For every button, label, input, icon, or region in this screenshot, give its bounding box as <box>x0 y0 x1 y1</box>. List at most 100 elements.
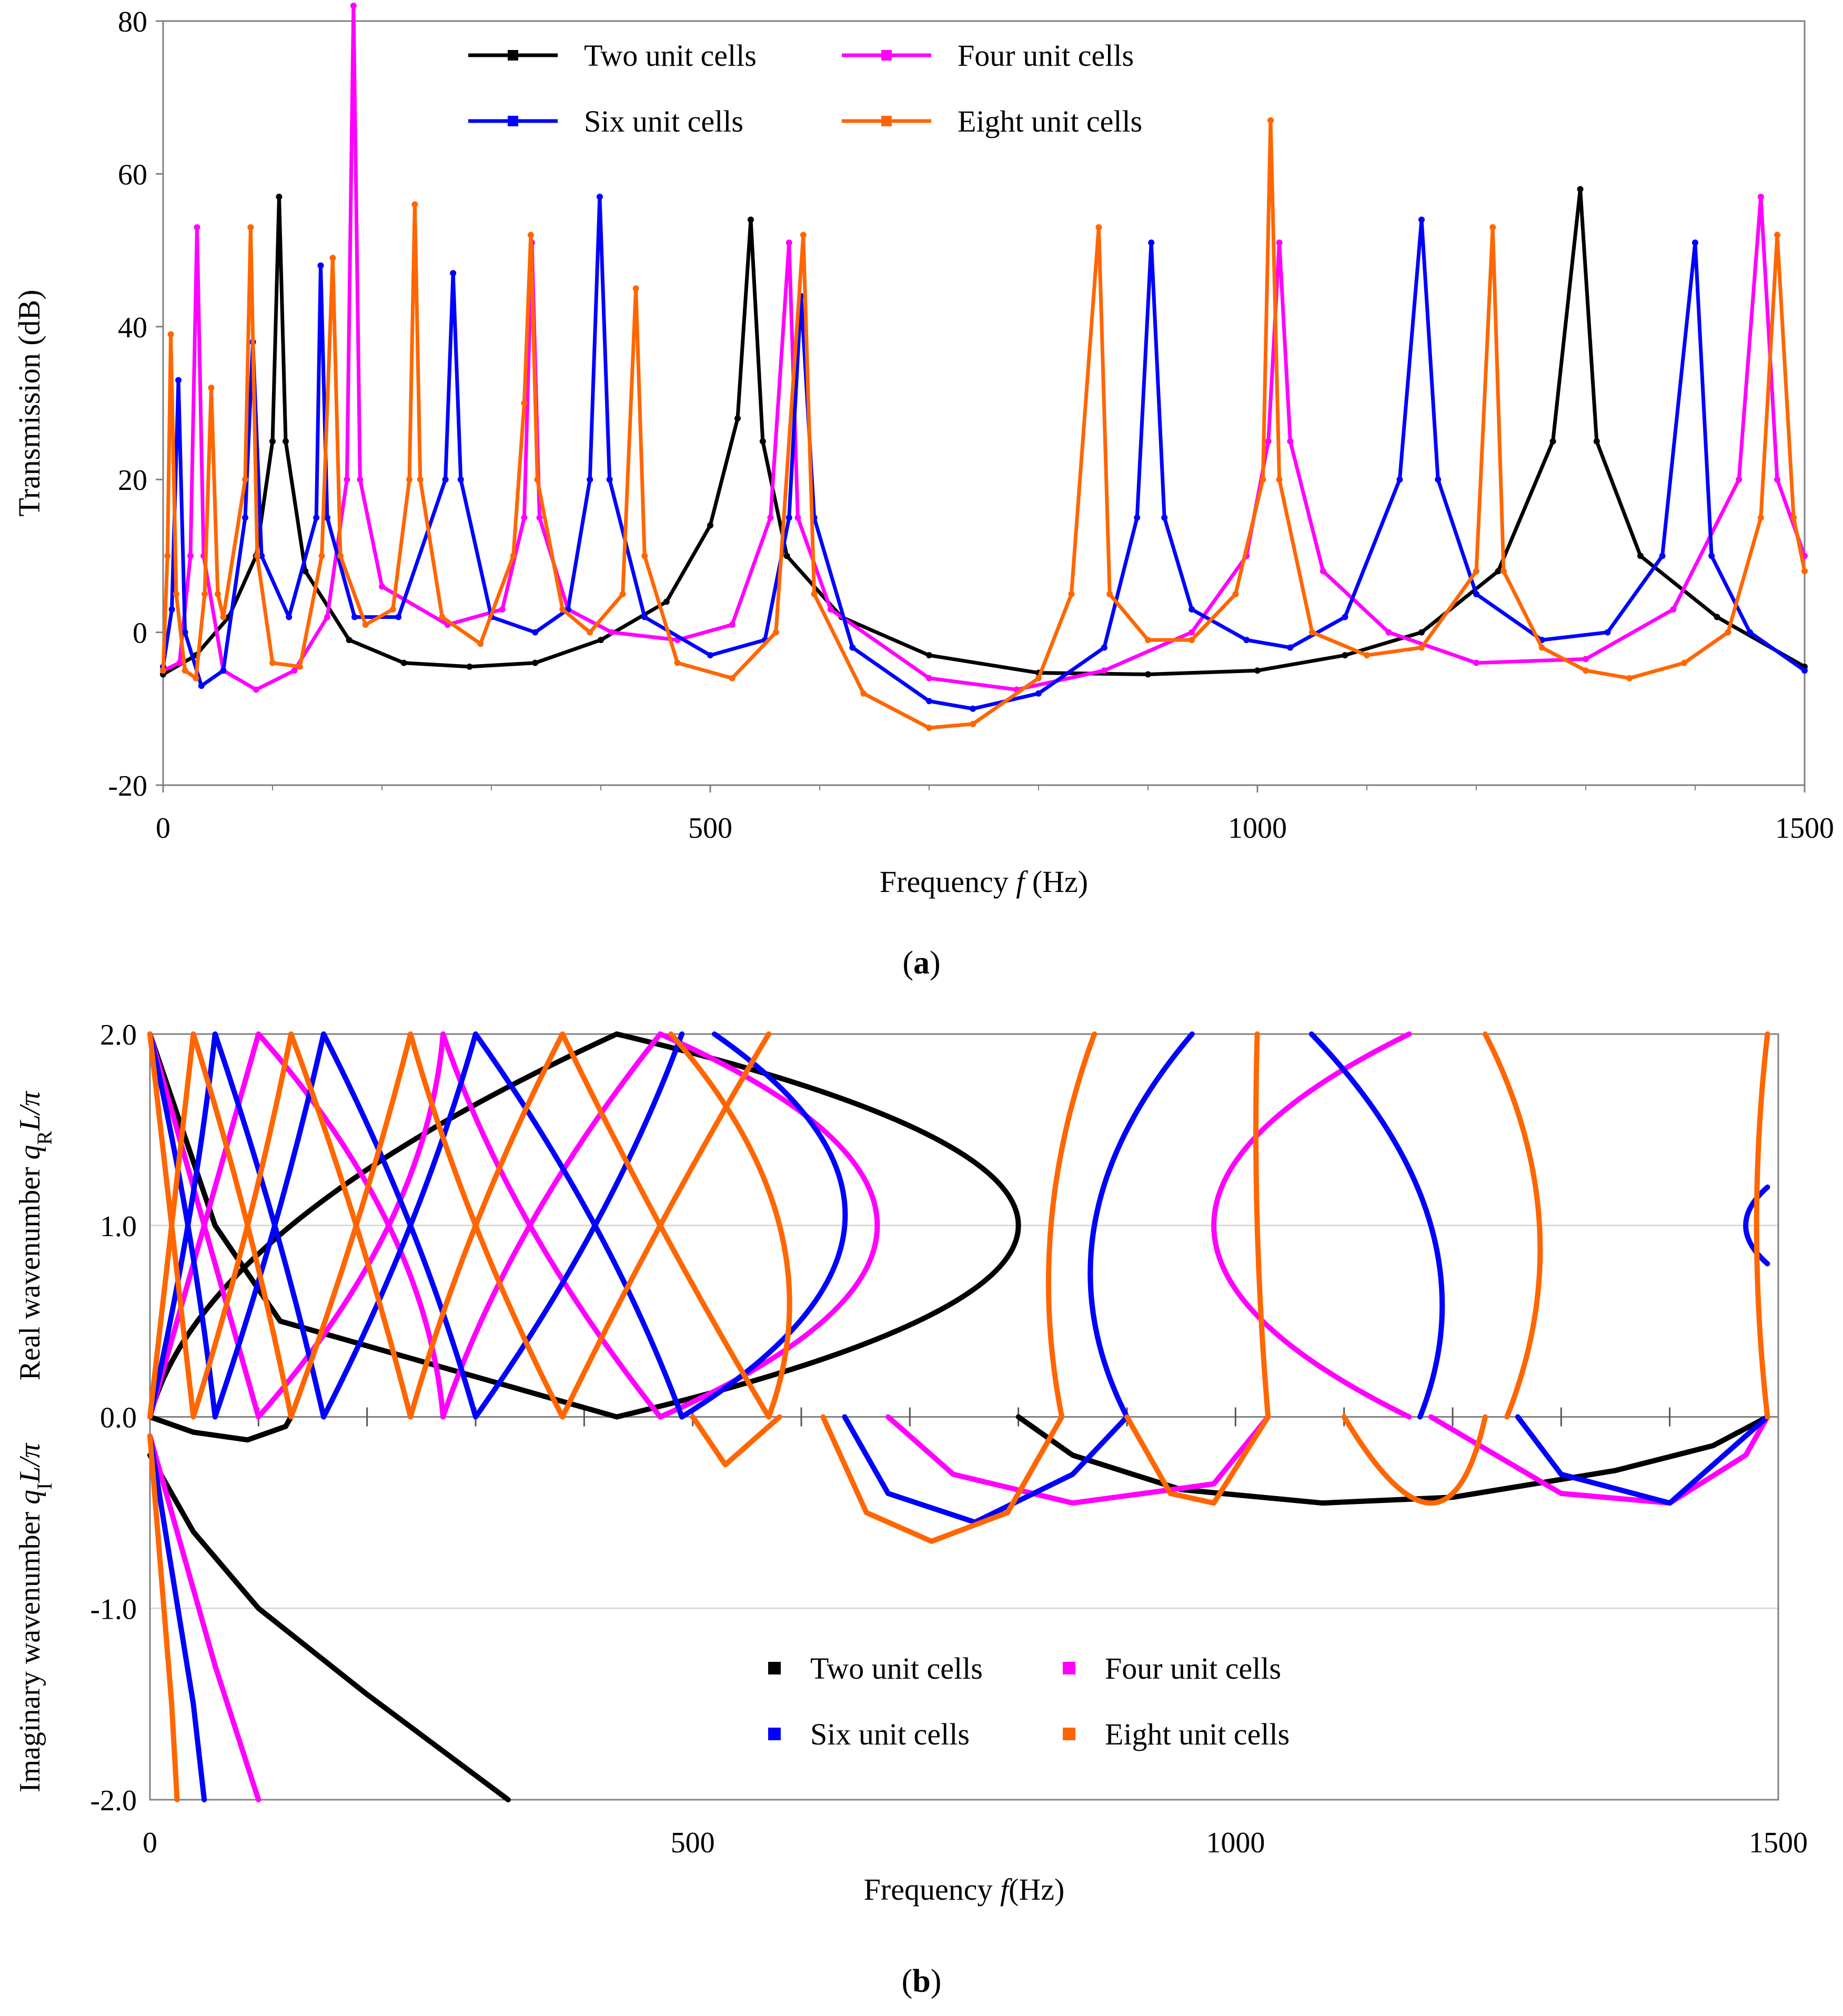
data-point-eight <box>1500 568 1507 575</box>
data-point-eight <box>269 659 276 666</box>
data-point-eight <box>559 606 566 613</box>
data-point-six <box>220 667 227 674</box>
dispersion-branch-four <box>1211 1031 1412 1420</box>
data-point-eight <box>1583 667 1589 674</box>
data-point-eight <box>1538 644 1545 651</box>
data-point-six <box>785 514 792 521</box>
y-tick-label: -20 <box>108 770 147 803</box>
data-point-eight <box>1035 675 1042 681</box>
data-point-six <box>926 698 932 705</box>
legend-label-six: Six unit cells <box>584 104 743 138</box>
dispersion-branch-four <box>147 1433 261 1802</box>
data-point-four <box>785 239 792 246</box>
dispersion-branch-four <box>885 1414 1271 1506</box>
legend-label-two: Two unit cells <box>810 1651 983 1686</box>
dispersion-branch-eight <box>560 1031 772 1420</box>
data-point-eight <box>510 553 517 559</box>
data-point-two <box>400 659 407 666</box>
data-point-eight <box>1068 591 1075 597</box>
legend-marker-two <box>508 50 518 61</box>
dispersion-branch-two <box>1015 1414 1770 1506</box>
dispersion-branch-six <box>473 1031 684 1420</box>
data-point-four <box>729 621 736 628</box>
dispersion-branch-four <box>256 1031 446 1420</box>
data-point-four <box>1670 606 1677 613</box>
data-point-two <box>346 637 353 644</box>
legend-label-eight: Eight unit cells <box>1105 1717 1290 1751</box>
y-axis-label-imag: Imaginary wavenumber qIL/π <box>14 1442 56 1792</box>
legend-marker-four <box>1063 1662 1075 1674</box>
data-point-six <box>182 629 188 636</box>
data-point-eight <box>1145 637 1151 644</box>
data-point-eight <box>193 675 199 681</box>
data-point-eight <box>406 476 412 483</box>
dispersion-branch-eight <box>1341 1414 1488 1506</box>
data-point-two <box>759 438 766 445</box>
data-point-eight <box>208 384 215 391</box>
data-point-two <box>707 522 713 529</box>
data-point-four <box>1265 438 1272 445</box>
data-point-eight <box>1267 117 1274 124</box>
data-point-six <box>1692 239 1698 246</box>
dispersion-branch-two <box>147 1031 620 1420</box>
data-point-six <box>1473 591 1479 597</box>
data-point-six <box>532 629 539 636</box>
data-point-two <box>269 438 276 445</box>
data-point-eight <box>182 667 188 674</box>
data-point-eight <box>215 591 221 597</box>
data-point-two <box>926 652 932 659</box>
data-point-four <box>767 514 774 521</box>
data-point-six <box>168 606 175 613</box>
data-point-six <box>587 476 593 483</box>
dispersion-branch-eight <box>288 1031 414 1420</box>
data-point-eight <box>587 629 593 636</box>
dispersion-branch-six <box>147 1433 207 1802</box>
legend-marker-eight <box>1063 1728 1075 1740</box>
data-point-four <box>1320 568 1326 575</box>
data-point-six <box>1747 629 1753 636</box>
y-tick-label: 2.0 <box>100 1019 137 1051</box>
dispersion-branch-six <box>679 1031 848 1420</box>
dispersion-branch-eight <box>408 1031 566 1420</box>
data-point-four <box>1774 476 1780 483</box>
data-point-six <box>1418 216 1425 223</box>
data-point-six <box>1134 514 1141 521</box>
data-point-four <box>608 629 615 636</box>
data-point-four <box>324 614 330 620</box>
data-point-eight <box>1626 675 1633 681</box>
data-point-six <box>286 614 293 620</box>
data-point-six <box>351 614 358 620</box>
data-point-four <box>1736 476 1743 483</box>
data-point-six <box>1101 644 1107 651</box>
legend-label-two: Two unit cells <box>584 38 757 73</box>
y-tick-label: 1.0 <box>100 1210 137 1243</box>
y-tick-label: 80 <box>118 6 147 38</box>
data-point-eight <box>729 675 736 681</box>
data-point-four <box>1583 656 1589 663</box>
data-point-eight <box>641 553 648 559</box>
dispersion-branch-eight <box>190 1031 294 1420</box>
data-point-eight <box>1418 644 1425 651</box>
data-point-eight <box>160 667 166 674</box>
legend-marker-four <box>881 50 892 61</box>
x-axis-label: Frequency f(Hz) <box>864 1872 1065 1907</box>
data-point-six <box>1148 239 1155 246</box>
data-point-four <box>1473 659 1479 666</box>
data-point-eight <box>318 553 325 559</box>
data-point-six <box>1396 476 1403 483</box>
data-point-eight <box>329 255 336 262</box>
data-point-two <box>663 598 670 605</box>
data-point-six <box>442 476 449 483</box>
dispersion-branch-six <box>321 1031 478 1420</box>
data-point-two <box>598 637 604 644</box>
data-point-four <box>379 583 385 590</box>
data-point-eight <box>1276 476 1283 483</box>
data-point-two <box>747 216 754 223</box>
dispersion-branch-eight <box>1124 1414 1271 1506</box>
data-point-six <box>175 377 182 384</box>
x-tick-label: 500 <box>688 812 732 845</box>
dispersion-branch-six <box>1308 1031 1445 1420</box>
data-point-six <box>1435 476 1442 483</box>
legend-label-four: Four unit cells <box>1105 1651 1281 1686</box>
data-point-six <box>641 614 648 620</box>
